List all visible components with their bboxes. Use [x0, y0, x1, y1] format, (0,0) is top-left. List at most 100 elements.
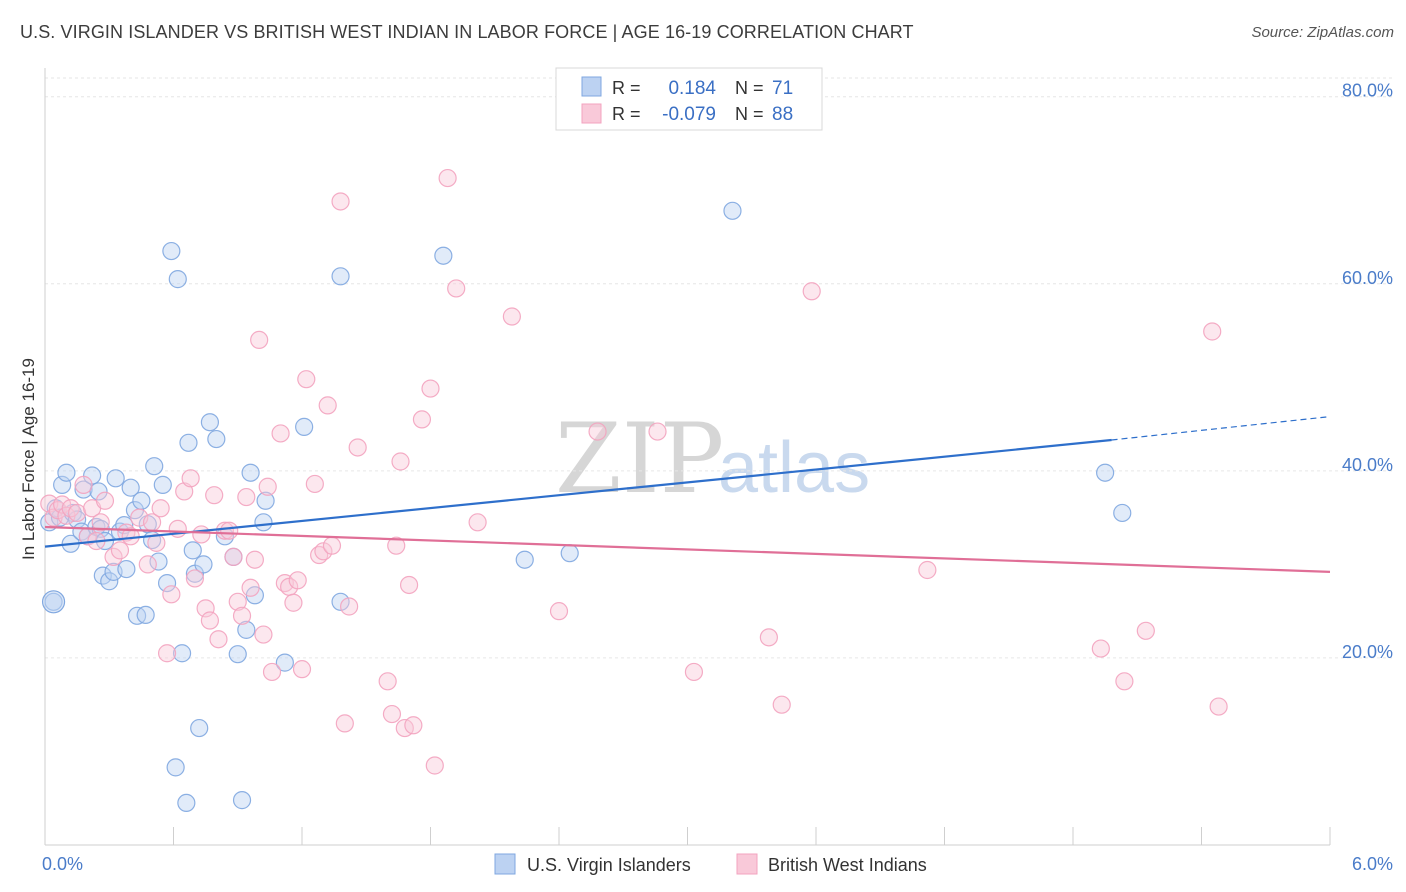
- data-point: [138, 555, 157, 574]
- data-point: [237, 487, 256, 507]
- data-point: [404, 716, 423, 735]
- data-point: [391, 452, 410, 471]
- source-label: Source: ZipAtlas.com: [1251, 24, 1394, 41]
- data-point: [1203, 322, 1222, 341]
- data-point: [305, 474, 324, 494]
- trend-line-british-west-indians: [44, 525, 1331, 573]
- data-point: [1115, 672, 1134, 691]
- data-point: [100, 572, 119, 591]
- data-point: [175, 482, 194, 501]
- data-point: [181, 469, 200, 488]
- legend-swatch-virgin-islanders: [494, 853, 516, 875]
- data-point: [132, 491, 151, 510]
- data-point: [166, 758, 185, 777]
- data-point: [331, 192, 350, 211]
- data-point: [648, 422, 667, 441]
- data-point: [136, 605, 155, 625]
- data-point: [192, 525, 211, 544]
- data-point: [387, 536, 406, 555]
- watermark-atlas: atlas: [718, 428, 870, 508]
- data-point: [237, 620, 256, 639]
- legend-swatch-pink: [581, 103, 602, 124]
- data-point: [91, 513, 110, 532]
- data-point: [162, 241, 181, 261]
- data-point: [340, 597, 359, 616]
- data-point: [723, 201, 742, 220]
- data-point: [68, 503, 87, 523]
- data-point: [157, 573, 177, 593]
- y-tick-label: 80.0%: [1342, 81, 1393, 101]
- chart-title: U.S. VIRGIN ISLANDER VS BRITISH WEST IND…: [20, 22, 914, 42]
- data-point: [147, 533, 166, 552]
- data-point: [348, 438, 367, 457]
- data-point: [241, 578, 260, 597]
- data-point: [254, 513, 273, 532]
- data-point: [468, 513, 487, 532]
- data-point: [256, 491, 275, 510]
- data-point: [549, 602, 569, 621]
- data-point: [258, 477, 277, 496]
- trend-lines: [44, 416, 1331, 573]
- data-point: [318, 396, 337, 415]
- data-point: [588, 422, 607, 441]
- data-point: [399, 575, 419, 595]
- y-axis-label: In Labor Force | Age 16-19: [19, 358, 38, 560]
- data-point: [117, 559, 136, 579]
- data-point: [121, 478, 140, 497]
- data-point: [772, 695, 791, 714]
- data-point: [228, 592, 247, 611]
- y-tick-label: 60.0%: [1342, 268, 1393, 288]
- data-point: [74, 480, 93, 499]
- data-point: [322, 536, 342, 555]
- data-point: [250, 330, 269, 350]
- legend-r-value-1: 0.184: [668, 78, 716, 99]
- y-tick-label: 20.0%: [1342, 642, 1393, 662]
- legend-n-label-1: N =: [735, 78, 764, 98]
- trend-line-extension: [1111, 416, 1331, 441]
- data-point: [172, 644, 192, 663]
- data-point: [151, 499, 170, 518]
- data-point: [153, 475, 172, 494]
- data-point: [918, 560, 937, 580]
- y-tick-label: 40.0%: [1342, 455, 1393, 475]
- series-british-west-indians: [40, 168, 1228, 775]
- data-point: [74, 475, 93, 494]
- data-point: [245, 550, 264, 569]
- correlation-legend: R = 0.184 N = 71 R = -0.079 N = 88: [555, 67, 823, 131]
- data-point: [95, 491, 115, 510]
- data-point: [194, 555, 213, 574]
- data-point: [224, 547, 243, 567]
- data-point: [421, 379, 440, 398]
- data-point: [104, 547, 123, 567]
- data-point: [177, 793, 196, 813]
- data-point: [149, 552, 168, 571]
- data-point: [378, 672, 397, 691]
- legend-n-value-2: 88: [772, 104, 793, 125]
- data-point: [434, 246, 453, 265]
- legend-r-label-1: R =: [612, 78, 641, 98]
- legend-label-virgin-islanders: U.S. Virgin Islanders: [527, 855, 691, 875]
- data-point: [297, 370, 316, 389]
- legend-swatch-british-west-indians: [736, 853, 758, 875]
- data-point: [254, 625, 273, 644]
- data-point: [232, 606, 252, 625]
- legend-r-value-2: -0.079: [662, 104, 716, 125]
- data-point: [331, 267, 350, 286]
- x-tick-min: 0.0%: [42, 854, 83, 874]
- data-point: [179, 433, 198, 452]
- data-point: [157, 644, 177, 663]
- data-point: [382, 704, 402, 724]
- gridlines: [45, 77, 1392, 659]
- data-point: [185, 569, 205, 588]
- series-legend: U.S. Virgin Islanders British West India…: [494, 853, 927, 875]
- data-point: [162, 585, 181, 604]
- data-point: [1091, 639, 1110, 658]
- data-point: [1096, 463, 1115, 482]
- data-point: [1209, 697, 1228, 716]
- legend-swatch-blue: [581, 76, 602, 97]
- data-point: [502, 307, 521, 326]
- data-point: [200, 413, 220, 432]
- data-point: [57, 463, 76, 482]
- data-point: [183, 541, 202, 560]
